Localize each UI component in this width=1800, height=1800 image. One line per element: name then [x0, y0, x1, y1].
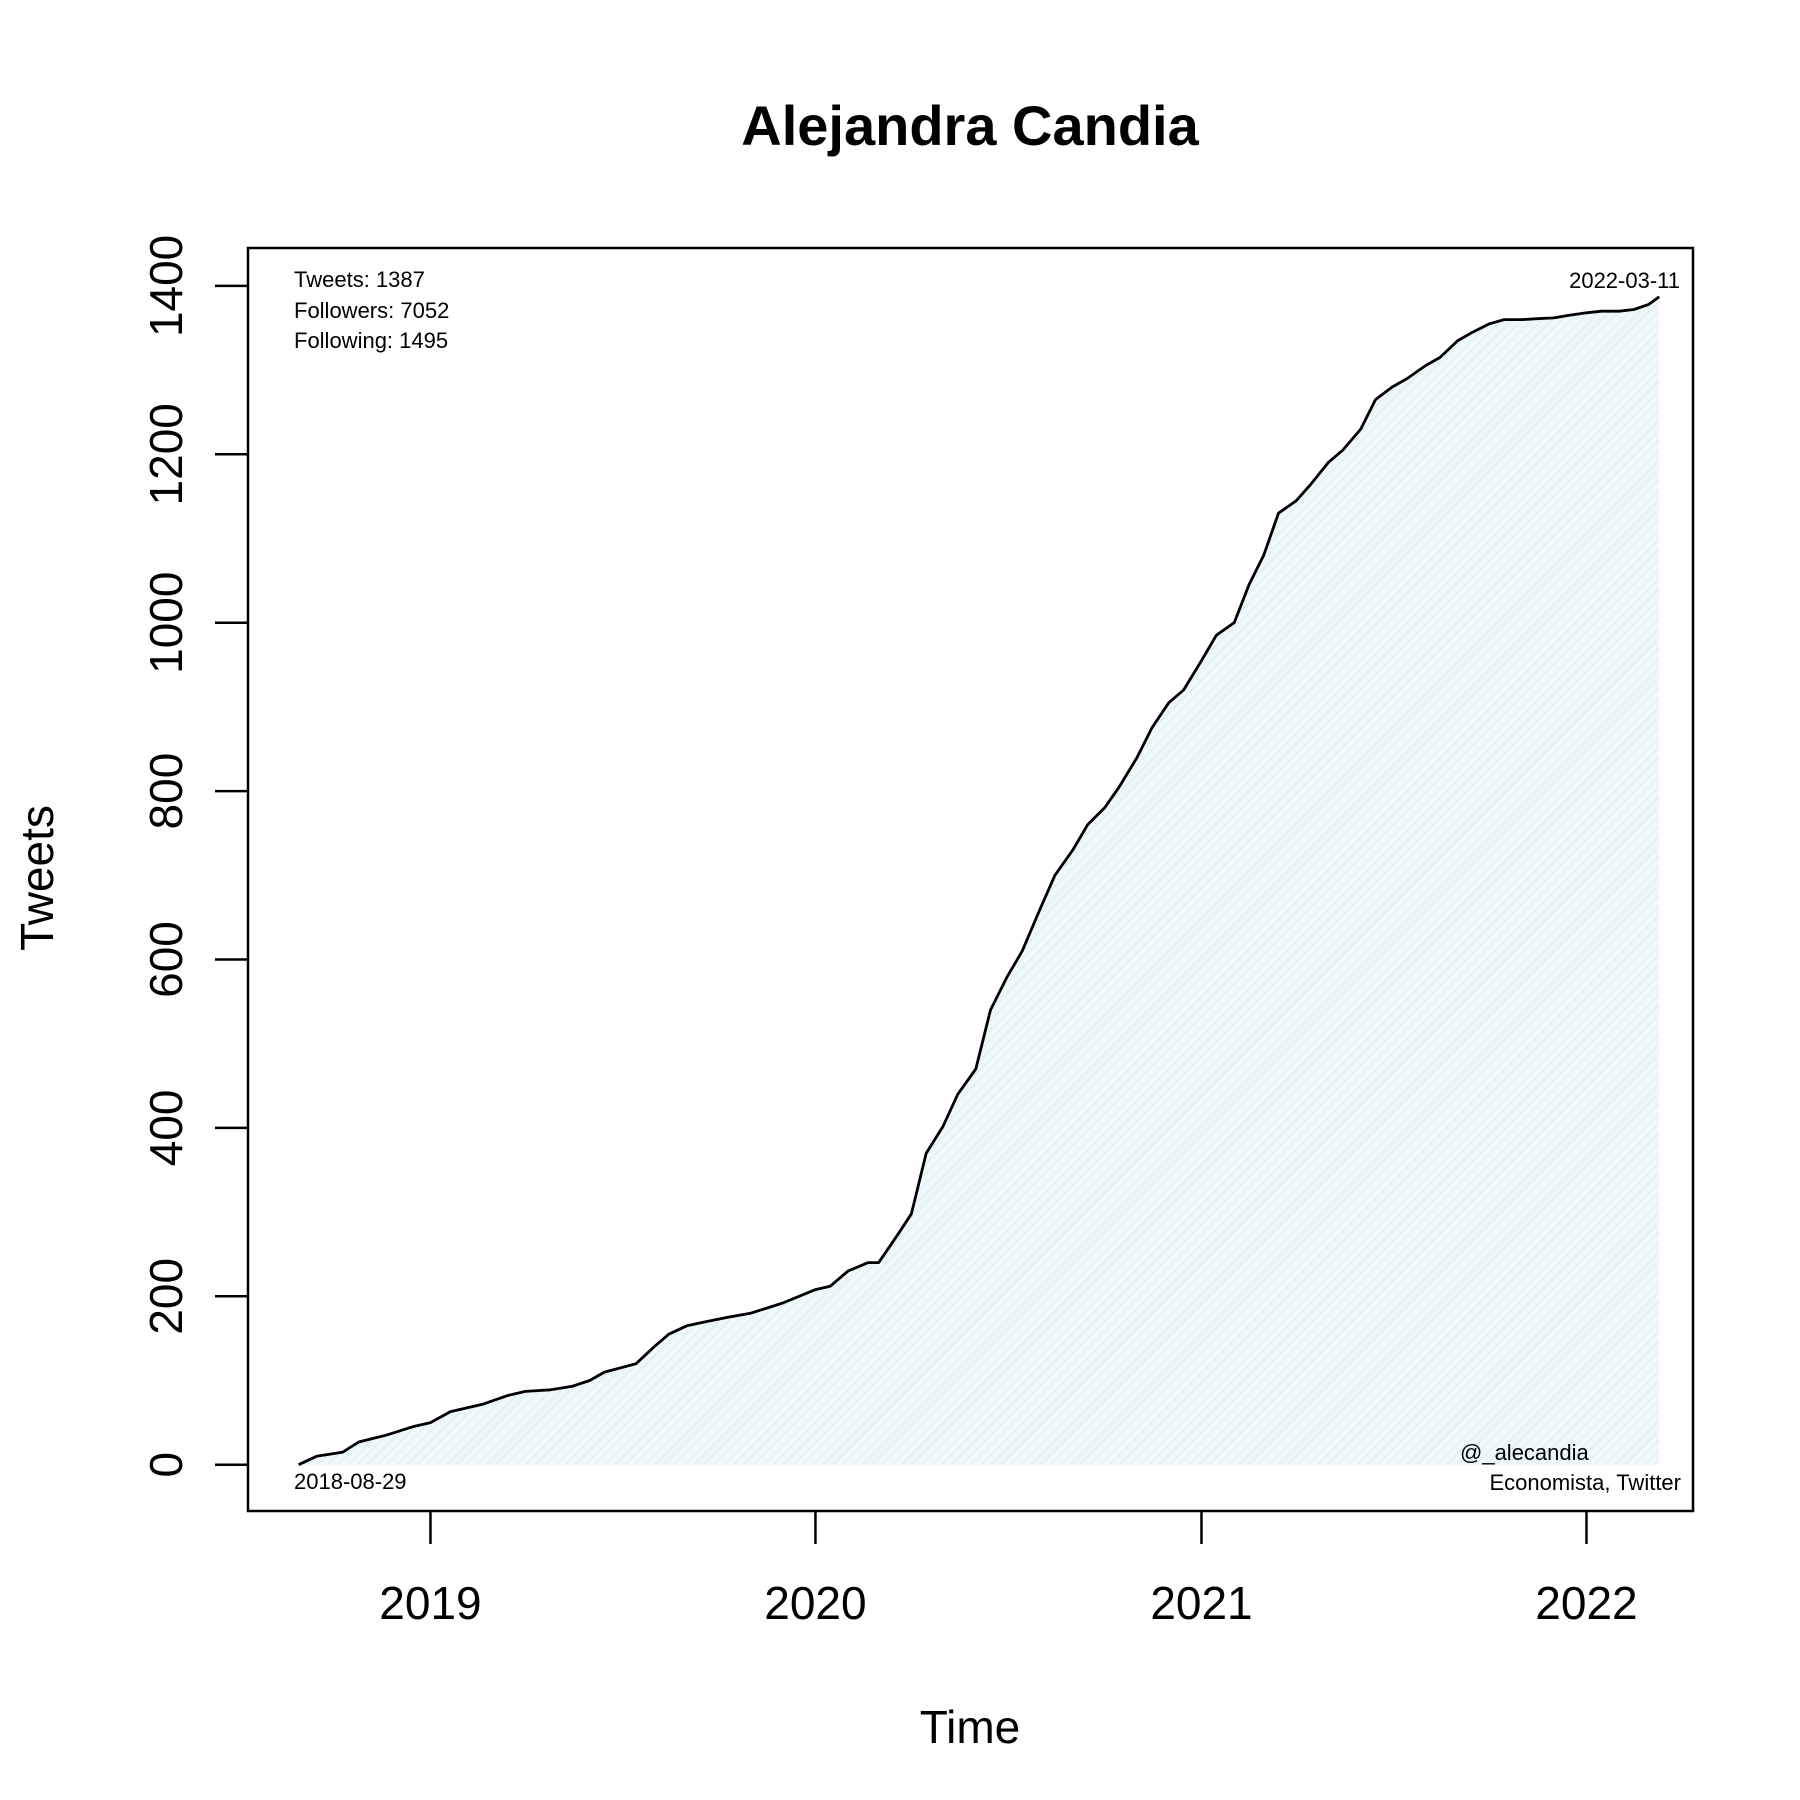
start-date-label: 2018-08-29: [294, 1469, 407, 1494]
y-tick-label: 1400: [140, 235, 192, 337]
y-tick-label: 400: [140, 1090, 192, 1167]
y-tick-label: 1000: [140, 572, 192, 674]
x-tick-label: 2019: [379, 1577, 481, 1629]
twitter-handle: @_alecandia: [1460, 1440, 1590, 1465]
y-tick-label: 200: [140, 1258, 192, 1335]
stat-tweets: Tweets: 1387: [294, 267, 425, 292]
y-tick-label: 1200: [140, 403, 192, 505]
x-axis-title: Time: [920, 1701, 1021, 1753]
plot-area: [298, 295, 1661, 1466]
x-axis: 2019 2020 2021 2022: [379, 1511, 1638, 1629]
stat-followers: Followers: 7052: [294, 298, 449, 323]
x-tick-label: 2021: [1150, 1577, 1252, 1629]
y-axis: 0 200 400 600 800 1000 1200 1400: [140, 235, 248, 1478]
end-date-label: 2022-03-11: [1569, 268, 1680, 293]
x-tick-label: 2020: [764, 1577, 866, 1629]
chart-title: Alejandra Candia: [741, 94, 1199, 157]
user-bio: Economista, Twitter: [1489, 1470, 1681, 1495]
y-tick-label: 0: [140, 1452, 192, 1478]
y-axis-title: Tweets: [11, 805, 63, 951]
y-tick-label: 600: [140, 921, 192, 998]
x-tick-label: 2022: [1535, 1577, 1637, 1629]
y-tick-label: 800: [140, 753, 192, 830]
plot-frame: [246, 246, 1695, 1513]
stat-following: Following: 1495: [294, 328, 448, 353]
area-fill: [298, 296, 1660, 1465]
tweets-line: [298, 295, 1661, 1466]
